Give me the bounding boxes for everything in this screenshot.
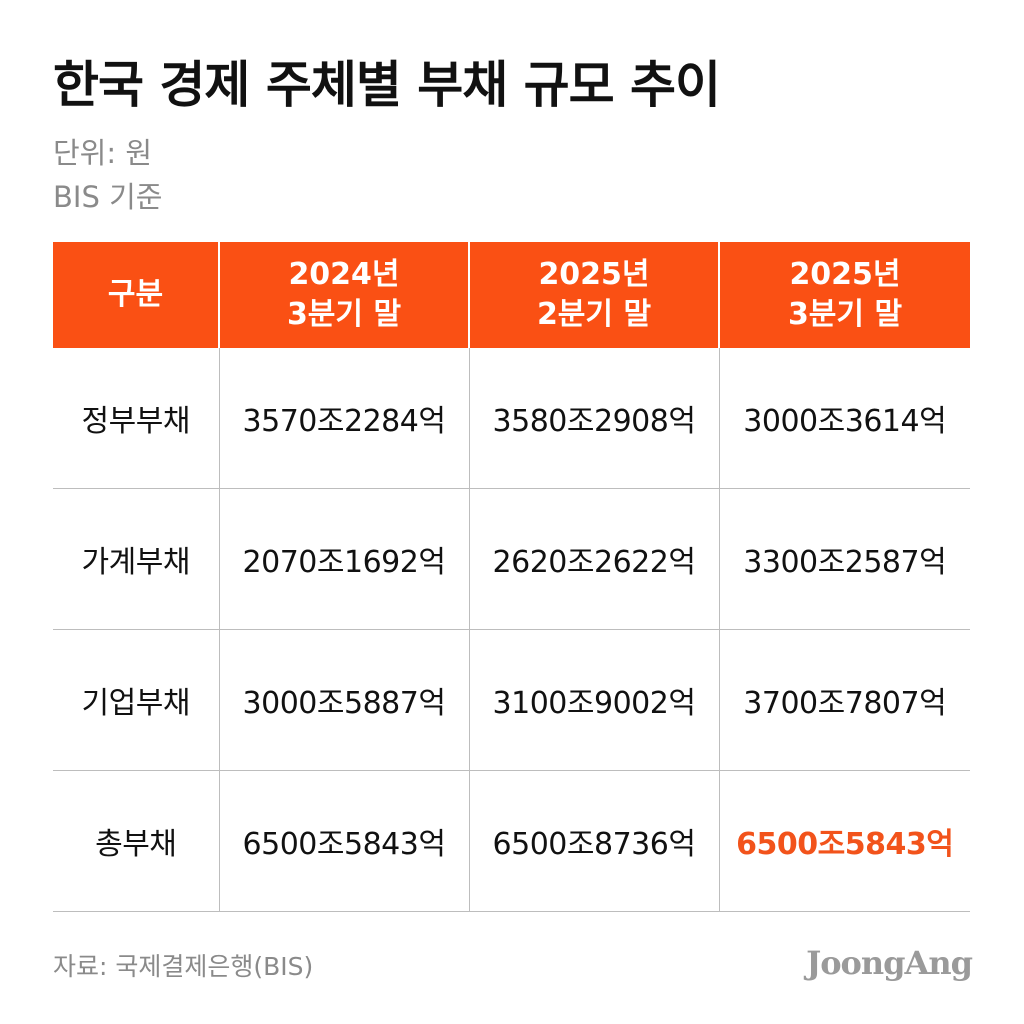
source-note: 자료: 국제결제은행(BIS): [53, 952, 314, 981]
table-row-household: 가계부채 2070조1692억 2620조2622억 3300조2587억: [53, 488, 970, 630]
table-cell: 3580조2908억: [468, 348, 719, 489]
header-year: 2025년: [538, 257, 650, 292]
header-year: 2025년: [789, 257, 901, 292]
header-category-label: 구분: [107, 277, 164, 312]
table-cell: 6500조8736억: [468, 770, 719, 912]
table-cell: 6500조5843억: [218, 770, 469, 912]
table-cell: 3300조2587억: [718, 488, 970, 630]
table-cell: 2620조2622억: [468, 488, 719, 630]
table-cell: 3100조9002억: [468, 629, 719, 771]
header-2024-q3: 2024년 3분기 말: [218, 242, 469, 348]
row-label: 정부부채: [53, 348, 219, 489]
header-quarter: 2분기 말: [536, 297, 652, 332]
table-cell: 3700조7807억: [718, 629, 970, 771]
header-quarter: 3분기 말: [286, 297, 402, 332]
table-cell: 3570조2284억: [218, 348, 469, 489]
unit-note: 단위: 원: [53, 136, 153, 170]
table-row-government: 정부부채 3570조2284억 3580조2908억 3000조3614억: [53, 348, 970, 489]
row-label: 총부채: [53, 770, 219, 912]
table-cell: 3000조5887억: [218, 629, 469, 771]
table-header-row: 구분 2024년 3분기 말 2025년 2분기 말 2025년 3분기 말: [53, 242, 970, 348]
publisher-logo: JoongAng: [806, 944, 973, 982]
header-quarter: 3분기 말: [787, 297, 903, 332]
header-2025-q3: 2025년 3분기 말: [718, 242, 970, 348]
basis-note: BIS 기준: [53, 180, 163, 214]
header-2025-q2: 2025년 2분기 말: [468, 242, 719, 348]
header-category: 구분: [53, 242, 219, 348]
header-year: 2024년: [288, 257, 400, 292]
table-cell: 2070조1692억: [218, 488, 469, 630]
row-label: 기업부채: [53, 629, 219, 771]
row-label: 가계부채: [53, 488, 219, 630]
page-title: 한국 경제 주체별 부채 규모 추이: [53, 56, 721, 114]
table-row-corporate: 기업부채 3000조5887억 3100조9002억 3700조7807억: [53, 629, 970, 771]
table-cell-highlight: 6500조5843억: [718, 770, 970, 912]
debt-table: 구분 2024년 3분기 말 2025년 2분기 말 2025년 3분기 말 정…: [53, 242, 970, 912]
table-row-total: 총부채 6500조5843억 6500조8736억 6500조5843억: [53, 770, 970, 912]
table-cell: 3000조3614억: [718, 348, 970, 489]
